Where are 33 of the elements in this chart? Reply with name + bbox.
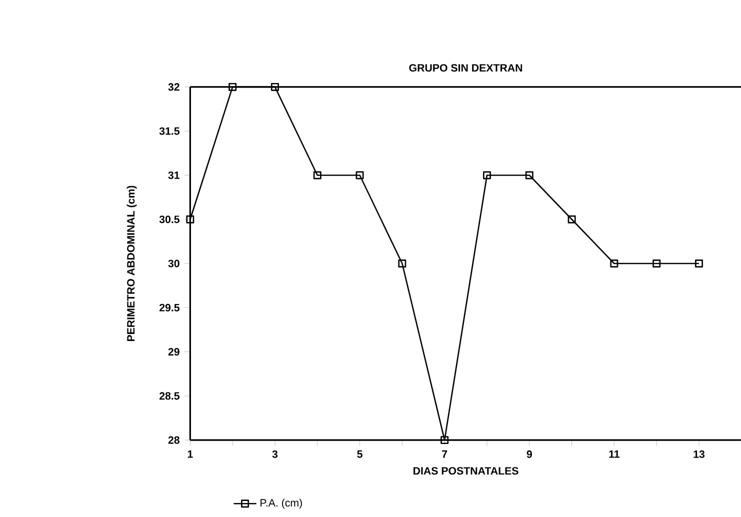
point	[695, 259, 703, 268]
point	[568, 215, 576, 224]
point	[440, 436, 449, 444]
y-tick-label: 29	[168, 348, 180, 356]
y-axis-title: PERIMETRO ABDOMINAL (cm)	[126, 186, 137, 341]
x-axis-title: DIAS POSTNATALES	[414, 467, 518, 475]
y-tick-label: 28.5	[159, 392, 180, 400]
x-tick-label: 3	[272, 450, 278, 458]
point	[482, 171, 491, 180]
x-tick-label: 7	[442, 450, 448, 458]
x-tick-label: 13	[694, 450, 705, 458]
point	[356, 171, 364, 180]
y-tick-label: 28	[168, 436, 180, 444]
legend-label: P.A. (cm)	[260, 498, 302, 509]
x-tick-label: 11	[609, 450, 620, 458]
point	[313, 171, 322, 180]
y-tick-label: 31.5	[159, 127, 180, 135]
point	[525, 171, 534, 180]
y-tick-label: 32	[168, 83, 180, 91]
point	[228, 82, 237, 91]
y-tick-label: 29.5	[159, 304, 180, 312]
x-tick-label: 5	[357, 450, 362, 458]
point	[610, 259, 618, 268]
x-tick-label: 1	[188, 450, 193, 458]
point	[270, 82, 279, 91]
y-tick-label: 30.5	[159, 216, 180, 224]
x-tick-label: 9	[526, 450, 532, 458]
point	[652, 259, 661, 268]
point	[398, 259, 406, 268]
point	[186, 215, 194, 224]
y-tick-label: 31	[168, 171, 180, 179]
chart-title: GRUPO SIN DEXTRAN	[409, 64, 522, 72]
y-tick-label: 30	[168, 260, 180, 268]
